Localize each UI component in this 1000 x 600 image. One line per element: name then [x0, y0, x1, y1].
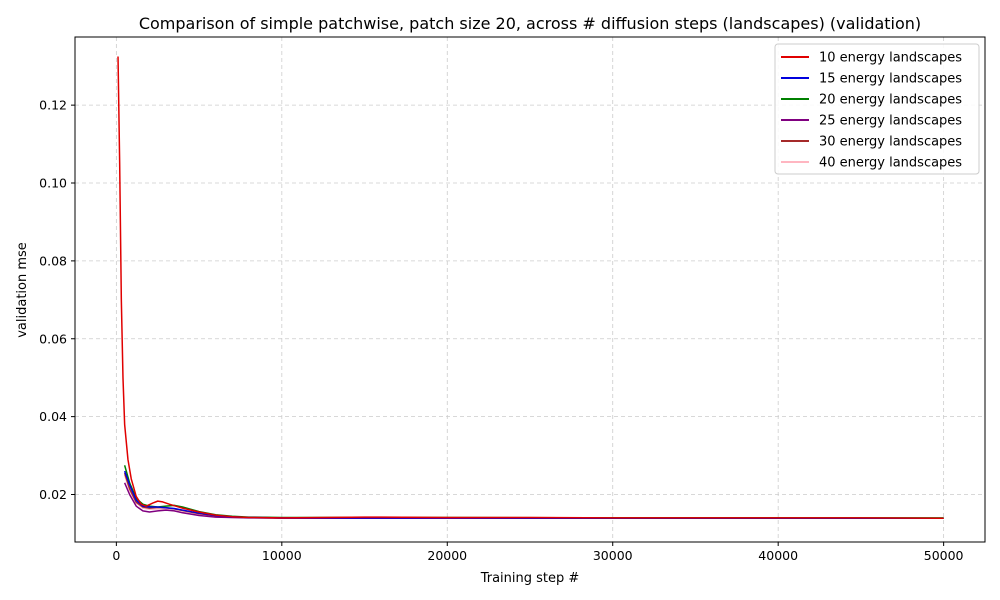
x-tick-label: 0	[112, 548, 120, 563]
legend-entry: 15 energy landscapes	[819, 72, 962, 87]
legend: 10 energy landscapes 15 energy landscapes…	[774, 43, 980, 175]
y-tick-label: 0.04	[39, 409, 67, 424]
series-line	[123, 465, 944, 519]
y-tick-label: 0.08	[39, 253, 67, 268]
y-tick-label: 0.10	[39, 176, 67, 191]
series-line	[117, 56, 944, 519]
chart-title: Comparison of simple patchwise, patch si…	[139, 14, 921, 33]
legend-entry: 20 energy landscapes	[819, 93, 962, 108]
x-tick-label: 30000	[593, 548, 633, 563]
y-tick-label: 0.02	[39, 487, 67, 502]
y-axis-ticks: 0.02 0.04 0.06 0.08 0.10 0.12	[39, 98, 75, 502]
legend-entry: 40 energy landscapes	[819, 156, 962, 171]
x-tick-label: 40000	[758, 548, 798, 563]
series-line	[123, 474, 944, 519]
y-axis-title: validation mse	[15, 242, 30, 338]
y-tick-label: 0.12	[39, 98, 67, 113]
series-layer	[117, 56, 944, 519]
series-line	[123, 472, 944, 519]
legend-entry: 25 energy landscapes	[819, 114, 962, 129]
plot-area-frame	[74, 36, 986, 543]
x-tick-label: 50000	[924, 548, 964, 563]
series-line	[123, 482, 944, 519]
legend-entry: 10 energy landscapes	[819, 51, 962, 66]
legend-entry: 30 energy landscapes	[819, 135, 962, 150]
legend-box	[774, 43, 980, 175]
x-axis-ticks: 0 10000 20000 30000 40000 50000	[112, 542, 964, 563]
x-tick-label: 10000	[262, 548, 302, 563]
x-tick-label: 20000	[427, 548, 467, 563]
y-tick-label: 0.06	[39, 331, 67, 346]
x-axis-title: Training step #	[480, 571, 580, 586]
